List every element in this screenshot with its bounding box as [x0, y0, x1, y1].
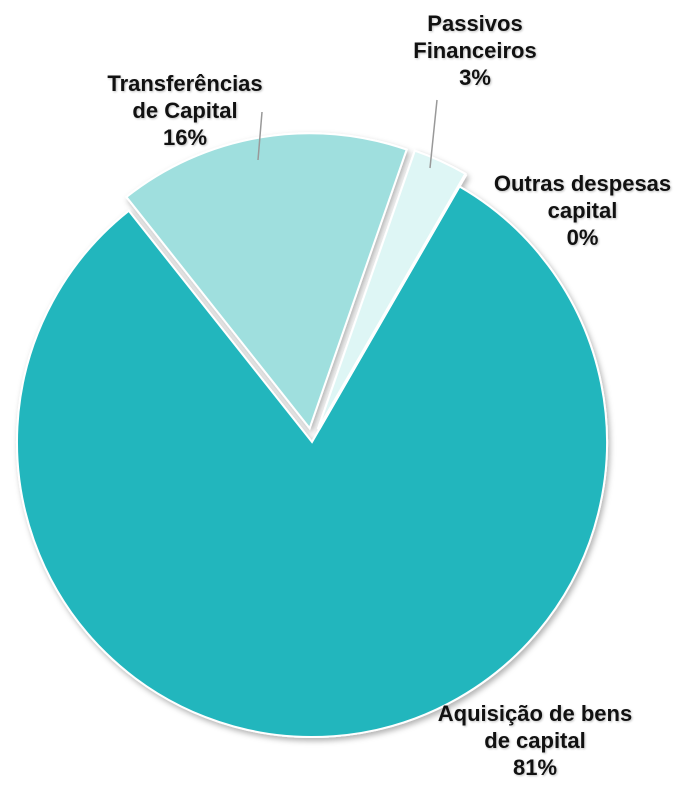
leader-line [429, 99, 438, 169]
pie-slice [316, 149, 467, 430]
pie-slice [16, 185, 608, 738]
slice-label: Aquisição de bens de capital 81% [435, 700, 635, 781]
slice-label: Outras despesas capital 0% [475, 170, 690, 251]
value-label: 81% [512, 755, 558, 780]
leader-line [257, 111, 263, 161]
value-label: 0% [566, 225, 599, 250]
category-label: Aquisição de bens de capital [437, 701, 633, 753]
value-label: 3% [459, 65, 491, 90]
category-label: Transferências de Capital [107, 71, 263, 123]
category-label: Passivos Financeiros [413, 11, 537, 63]
slice-label: Transferências de Capital 16% [95, 70, 275, 151]
category-label: Outras despesas capital [493, 171, 672, 223]
value-label: 16% [162, 125, 208, 150]
slice-label: Passivos Financeiros 3% [400, 10, 550, 91]
pie [16, 132, 608, 738]
